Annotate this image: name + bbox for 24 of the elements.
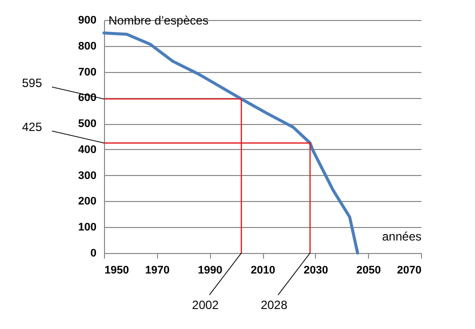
y-tick-label: 400 bbox=[78, 144, 96, 156]
y-tick-label: 900 bbox=[78, 14, 96, 26]
x-tick-label: 2070 bbox=[397, 264, 422, 276]
y-tick-label: 800 bbox=[78, 40, 96, 52]
y-tick-label: 600 bbox=[78, 92, 96, 104]
line-series bbox=[102, 31, 360, 254]
x-tick-label: 2030 bbox=[304, 264, 328, 276]
y-tick-label: 500 bbox=[78, 118, 96, 130]
annotation: 595 bbox=[22, 76, 42, 90]
annotation: 425 bbox=[22, 120, 42, 134]
x-tick-label: 2050 bbox=[356, 264, 381, 276]
x-tick-label: 1970 bbox=[145, 264, 170, 276]
x-tick-label: 2010 bbox=[250, 264, 276, 276]
y-tick-label: 200 bbox=[78, 196, 96, 208]
x-tick-label: 1990 bbox=[198, 264, 222, 276]
annotation: 2002 bbox=[192, 298, 220, 312]
y-tick-label: 0 bbox=[90, 248, 96, 260]
y-tick-label: 700 bbox=[78, 66, 96, 78]
y-axis-title: Nombre d’espèces bbox=[108, 14, 209, 28]
y-tick-label: 300 bbox=[78, 170, 96, 182]
x-axis-title: années bbox=[382, 230, 422, 244]
y-tick-label: 100 bbox=[78, 222, 96, 234]
x-tick-label: 1950 bbox=[104, 264, 129, 276]
annotation: 2028 bbox=[260, 298, 288, 312]
